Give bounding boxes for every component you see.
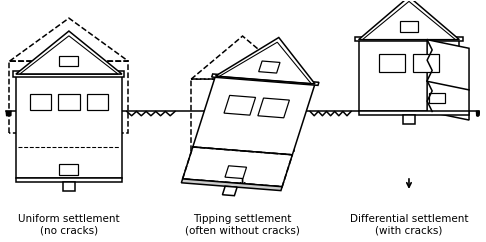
Polygon shape: [183, 147, 293, 187]
Bar: [400, 21, 418, 32]
Bar: [59, 164, 78, 174]
Text: Tipping settlement
(often without cracks): Tipping settlement (often without cracks…: [185, 214, 300, 236]
Polygon shape: [193, 76, 315, 155]
Bar: [63, 182, 75, 191]
Text: Uniform settlement
(no cracks): Uniform settlement (no cracks): [18, 214, 120, 236]
Polygon shape: [16, 31, 122, 74]
Polygon shape: [181, 179, 282, 191]
Bar: [429, 93, 445, 103]
Bar: [359, 111, 469, 115]
Polygon shape: [212, 74, 319, 85]
Polygon shape: [259, 61, 280, 73]
Bar: [379, 54, 405, 72]
Bar: [58, 94, 80, 110]
Bar: [16, 178, 122, 182]
Text: Differential settlement
(with cracks): Differential settlement (with cracks): [350, 214, 468, 236]
Polygon shape: [359, 0, 459, 40]
Bar: [403, 115, 415, 124]
Bar: [14, 71, 124, 77]
Polygon shape: [223, 186, 237, 196]
Polygon shape: [258, 98, 290, 118]
Bar: [359, 40, 459, 111]
Polygon shape: [427, 40, 469, 120]
Bar: [413, 54, 439, 72]
Polygon shape: [225, 166, 246, 179]
Bar: [30, 94, 51, 110]
Bar: [355, 37, 463, 41]
Polygon shape: [224, 95, 256, 115]
Bar: [16, 74, 122, 178]
Polygon shape: [215, 38, 315, 84]
Bar: [59, 56, 78, 66]
Bar: [87, 94, 108, 110]
